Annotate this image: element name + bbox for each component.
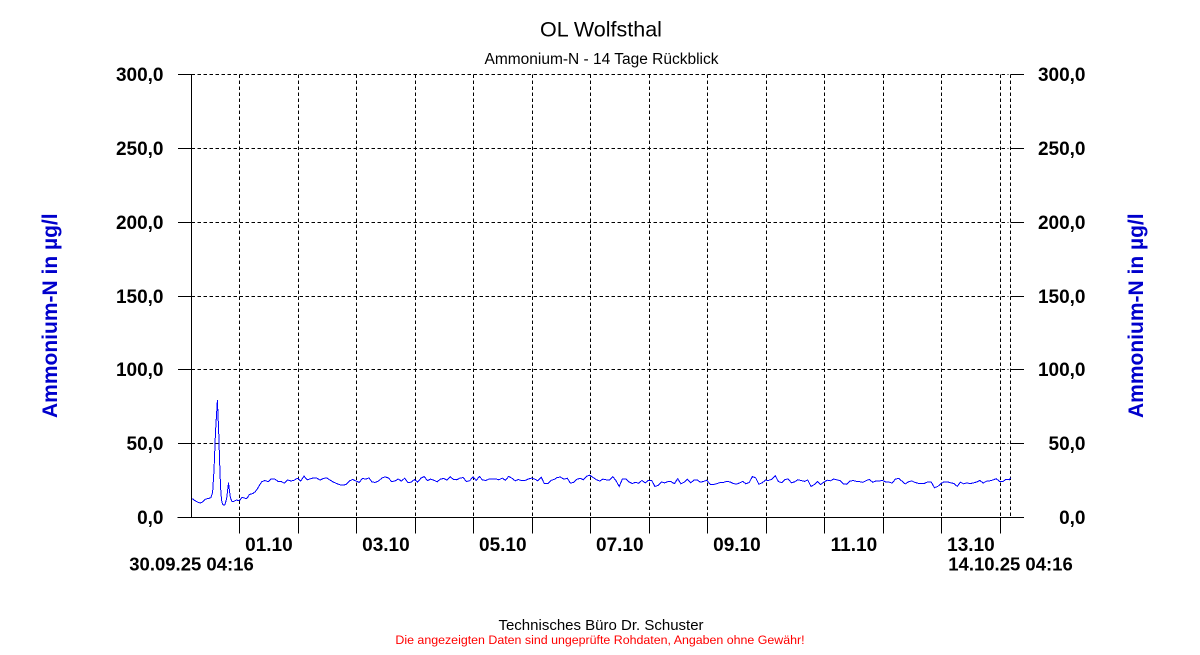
svg-text:300,0: 300,0 bbox=[1038, 65, 1086, 86]
svg-text:150,0: 150,0 bbox=[1038, 287, 1086, 308]
svg-text:14.10.25 04:16: 14.10.25 04:16 bbox=[948, 554, 1072, 575]
svg-text:50,0: 50,0 bbox=[1049, 434, 1086, 455]
svg-text:13.10: 13.10 bbox=[947, 535, 995, 556]
svg-text:250,0: 250,0 bbox=[1038, 139, 1086, 160]
svg-text:Ammonium-N in µg/l: Ammonium-N in µg/l bbox=[1125, 213, 1148, 418]
svg-text:Die angezeigten Daten sind ung: Die angezeigten Daten sind ungeprüfte Ro… bbox=[395, 633, 804, 647]
svg-text:50,0: 50,0 bbox=[127, 434, 164, 455]
svg-text:0,0: 0,0 bbox=[1059, 508, 1085, 529]
svg-text:300,0: 300,0 bbox=[116, 65, 164, 86]
svg-text:Ammonium-N in µg/l: Ammonium-N in µg/l bbox=[39, 213, 62, 418]
svg-text:100,0: 100,0 bbox=[1038, 360, 1086, 381]
svg-text:01.10: 01.10 bbox=[245, 535, 293, 556]
svg-text:05.10: 05.10 bbox=[479, 535, 527, 556]
svg-text:0,0: 0,0 bbox=[137, 508, 163, 529]
svg-text:100,0: 100,0 bbox=[116, 360, 164, 381]
svg-text:03.10: 03.10 bbox=[362, 535, 410, 556]
svg-text:30.09.25 04:16: 30.09.25 04:16 bbox=[129, 554, 253, 575]
svg-text:07.10: 07.10 bbox=[596, 535, 644, 556]
svg-text:Technisches Büro Dr. Schuster: Technisches Büro Dr. Schuster bbox=[498, 617, 703, 634]
svg-text:Ammonium-N - 14 Tage Rückblick: Ammonium-N - 14 Tage Rückblick bbox=[484, 51, 718, 68]
svg-text:11.10: 11.10 bbox=[831, 535, 878, 556]
svg-text:150,0: 150,0 bbox=[116, 287, 164, 308]
svg-text:OL Wolfsthal: OL Wolfsthal bbox=[540, 18, 662, 42]
svg-text:250,0: 250,0 bbox=[116, 139, 164, 160]
svg-text:200,0: 200,0 bbox=[116, 213, 164, 234]
svg-text:200,0: 200,0 bbox=[1038, 213, 1086, 234]
svg-text:09.10: 09.10 bbox=[713, 535, 761, 556]
